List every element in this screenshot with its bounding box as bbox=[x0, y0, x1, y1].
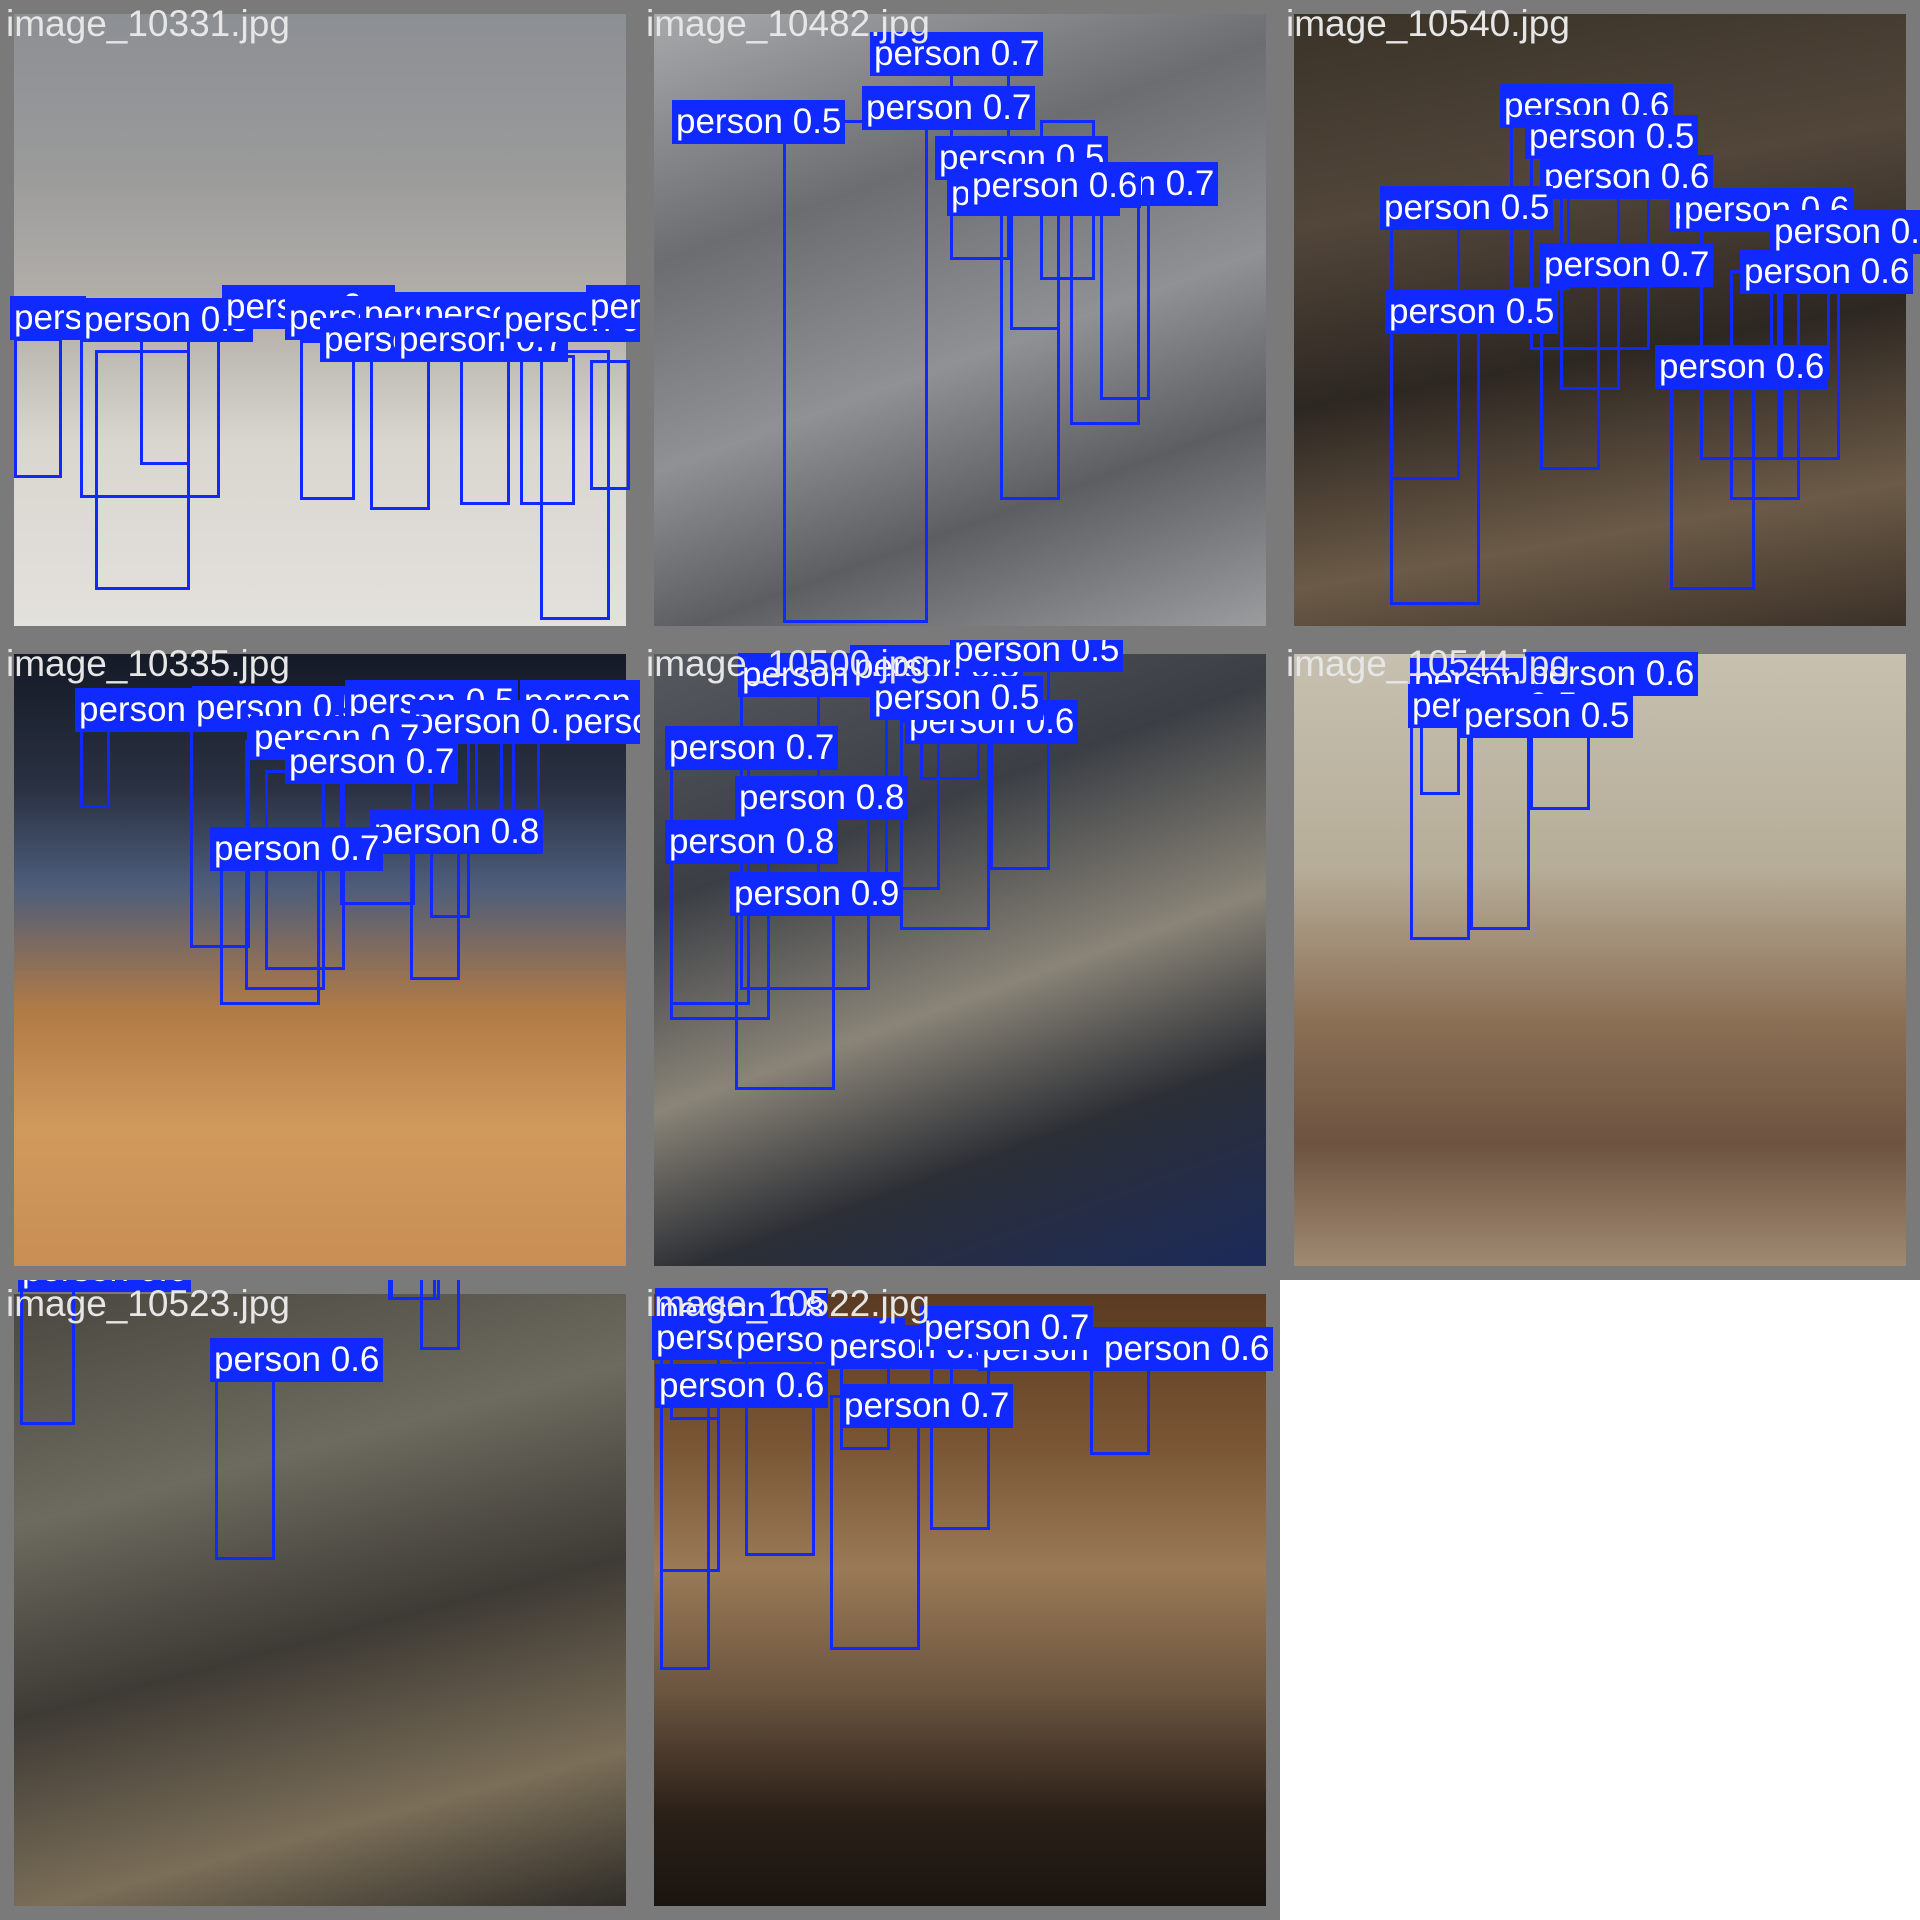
detection-label: person 0.5 bbox=[870, 676, 1044, 720]
detection-label: person 0.7 bbox=[410, 700, 584, 744]
detection-label: person 0.7 bbox=[870, 32, 1044, 76]
photo-crowd bbox=[14, 1294, 626, 1906]
detection-box bbox=[1000, 210, 1060, 500]
detection-box bbox=[830, 1395, 920, 1650]
detection-label: person 0.8 bbox=[665, 820, 839, 864]
tile-6: image_10544.jpg person 0.6 person 0.6 perso… bbox=[1280, 640, 1920, 1280]
detection-label: person 0.7 bbox=[920, 1306, 1094, 1350]
detection-box bbox=[1390, 315, 1480, 605]
image-filename-label: image_10544.jpg bbox=[1286, 643, 1570, 684]
detection-label: person 0.7 bbox=[285, 740, 459, 784]
detection-label: person 0.6 bbox=[586, 285, 640, 329]
detection-box bbox=[735, 890, 835, 1090]
detection-label: person 0.6 bbox=[1100, 1327, 1274, 1371]
tile-4: image_10335.jpg person 0.5 person 0.5 perso… bbox=[0, 640, 640, 1280]
detection-label: person 0.8 bbox=[735, 776, 909, 820]
detection-box bbox=[20, 1280, 75, 1425]
detection-label: person 0.6 bbox=[210, 1338, 384, 1382]
detection-box bbox=[1100, 200, 1150, 400]
detection-label: person 0.5 bbox=[672, 100, 846, 144]
tile-5: image_10500.jpg person 0.6 person 0.5 perso… bbox=[640, 640, 1280, 1280]
detection-box bbox=[590, 360, 630, 490]
detection-box bbox=[420, 1280, 460, 1350]
detection-label: person 0.5 bbox=[1385, 290, 1559, 334]
detection-label: person 0.5 bbox=[1460, 694, 1634, 738]
image-filename-label: image_10522.jpg bbox=[646, 1283, 930, 1324]
detection-label: person 0.6 bbox=[1655, 345, 1829, 389]
detection-box bbox=[540, 350, 610, 620]
detection-label: person 0.6 bbox=[968, 164, 1142, 208]
detection-box bbox=[1470, 710, 1530, 930]
image-filename-label: image_10331.jpg bbox=[6, 3, 290, 44]
image-filename-label: image_10500.jpg bbox=[646, 643, 930, 684]
image-filename-label: image_10523.jpg bbox=[6, 1283, 290, 1324]
detection-label: person 0.6 bbox=[1740, 250, 1914, 294]
detection-label: person 0.7 bbox=[1540, 243, 1714, 287]
detection-label: person 0.7 bbox=[210, 827, 384, 871]
image-filename-label: image_10482.jpg bbox=[646, 3, 930, 44]
detection-label: person 0.6 bbox=[560, 700, 640, 744]
detection-box bbox=[300, 340, 355, 500]
image-filename-label: image_10335.jpg bbox=[6, 643, 290, 684]
detection-box bbox=[14, 338, 62, 478]
image-filename-label: image_10540.jpg bbox=[1286, 3, 1570, 44]
photo-train bbox=[1294, 654, 1906, 1266]
detection-label: person 0.5 bbox=[1770, 210, 1920, 254]
detection-label: person 0.8 bbox=[370, 810, 544, 854]
detection-label: person 0.6 bbox=[1525, 652, 1699, 696]
detection-label: person 0.6 bbox=[18, 1280, 192, 1292]
tile-3: image_10540.jpg person 0.6 person 0.5 perso… bbox=[1280, 0, 1920, 640]
detection-label: person 0.6 bbox=[655, 1364, 829, 1408]
detection-box bbox=[660, 1380, 710, 1670]
detection-label: pers bbox=[10, 296, 87, 340]
detection-label: person 0.5 bbox=[1525, 115, 1699, 159]
tile-2: image_10482.jpg person 0.7 person 0.7 perso… bbox=[640, 0, 1280, 640]
detection-box bbox=[1670, 360, 1755, 590]
detection-box bbox=[95, 350, 190, 590]
detection-label: person 0.7 bbox=[665, 726, 839, 770]
detection-label: person 0.7 bbox=[862, 86, 1036, 130]
detection-label: person 0.9 bbox=[730, 872, 904, 916]
detection-label: person 0.5 bbox=[950, 640, 1124, 672]
detection-box bbox=[460, 345, 510, 505]
detection-box bbox=[388, 1280, 436, 1300]
detection-box bbox=[783, 120, 928, 623]
detection-label: person 0.7 bbox=[840, 1384, 1014, 1428]
detection-label: person 0.5 bbox=[1380, 186, 1554, 230]
